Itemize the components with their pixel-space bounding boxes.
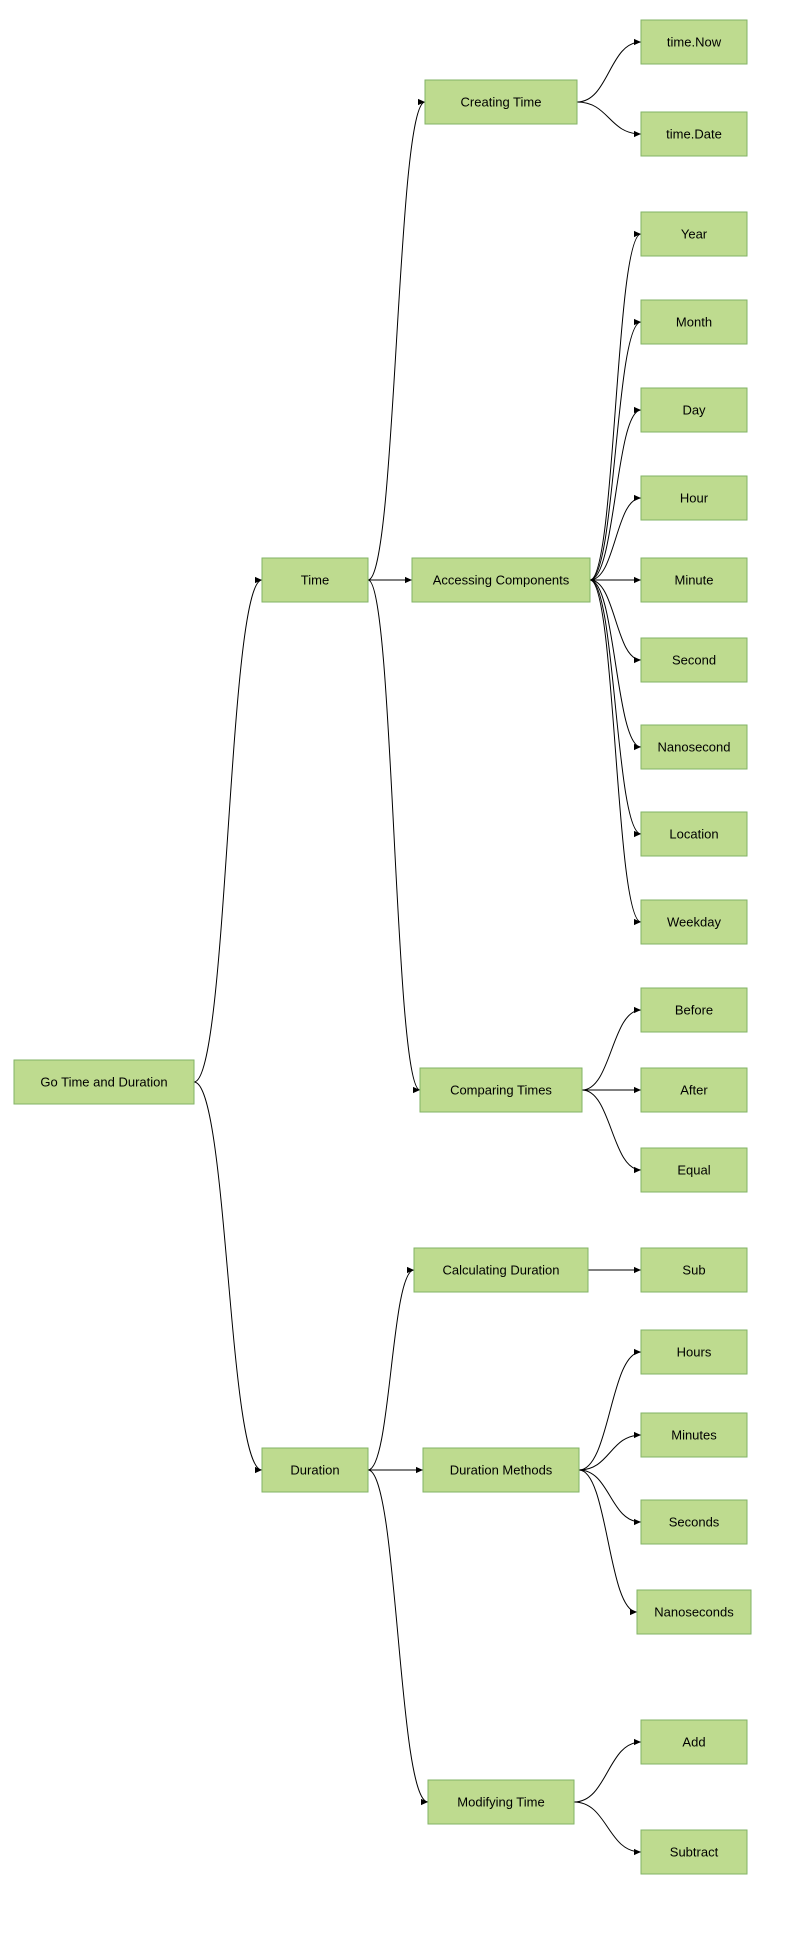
node-year: Year xyxy=(641,212,747,256)
node-label-weekday: Weekday xyxy=(667,914,721,929)
node-calcdur: Calculating Duration xyxy=(414,1248,588,1292)
edges-layer xyxy=(194,42,641,1852)
node-label-modtime: Modifying Time xyxy=(457,1794,544,1809)
node-day: Day xyxy=(641,388,747,432)
edge-durmethods-minutes xyxy=(579,1435,641,1470)
node-durmethods: Duration Methods xyxy=(423,1448,579,1492)
edge-time-creating xyxy=(368,102,425,580)
edge-root-time xyxy=(194,580,262,1082)
node-root: Go Time and Duration xyxy=(14,1060,194,1104)
node-label-accessing: Accessing Components xyxy=(433,572,570,587)
node-hours: Hours xyxy=(641,1330,747,1374)
node-label-duration: Duration xyxy=(290,1462,339,1477)
node-weekday: Weekday xyxy=(641,900,747,944)
node-label-hours: Hours xyxy=(677,1344,712,1359)
edge-durmethods-seconds xyxy=(579,1470,641,1522)
node-label-calcdur: Calculating Duration xyxy=(442,1262,559,1277)
edge-comparing-equal xyxy=(582,1090,641,1170)
node-nanosecond: Nanosecond xyxy=(641,725,747,769)
node-minutes: Minutes xyxy=(641,1413,747,1457)
node-creating: Creating Time xyxy=(425,80,577,124)
node-modtime: Modifying Time xyxy=(428,1780,574,1824)
node-month: Month xyxy=(641,300,747,344)
node-minute: Minute xyxy=(641,558,747,602)
node-nanoseconds: Nanoseconds xyxy=(637,1590,751,1634)
diagram-canvas: Go Time and Duration Time Duration Creating… xyxy=(0,0,800,1937)
edge-duration-calcdur xyxy=(368,1270,414,1470)
node-sub: Sub xyxy=(641,1248,747,1292)
node-before: Before xyxy=(641,988,747,1032)
edge-accessing-day xyxy=(590,410,641,580)
node-now: time.Now xyxy=(641,20,747,64)
node-label-durmethods: Duration Methods xyxy=(450,1462,553,1477)
node-accessing: Accessing Components xyxy=(412,558,590,602)
node-label-time: Time xyxy=(301,572,329,587)
node-label-now: time.Now xyxy=(667,34,722,49)
edge-durmethods-nanoseconds xyxy=(579,1470,637,1612)
node-label-minute: Minute xyxy=(674,572,713,587)
edge-creating-now xyxy=(577,42,641,102)
node-label-date: time.Date xyxy=(666,126,722,141)
node-date: time.Date xyxy=(641,112,747,156)
node-duration: Duration xyxy=(262,1448,368,1492)
node-location: Location xyxy=(641,812,747,856)
edge-creating-date xyxy=(577,102,641,134)
edge-duration-modtime xyxy=(368,1470,428,1802)
node-label-sub: Sub xyxy=(682,1262,705,1277)
node-label-equal: Equal xyxy=(677,1162,710,1177)
node-label-before: Before xyxy=(675,1002,713,1017)
edge-modtime-add xyxy=(574,1742,641,1802)
node-label-seconds: Seconds xyxy=(669,1514,720,1529)
edge-accessing-month xyxy=(590,322,641,580)
node-label-year: Year xyxy=(681,226,708,241)
node-subtract: Subtract xyxy=(641,1830,747,1874)
node-time: Time xyxy=(262,558,368,602)
node-label-nanosecond: Nanosecond xyxy=(658,739,731,754)
node-label-minutes: Minutes xyxy=(671,1427,717,1442)
edge-accessing-location xyxy=(590,580,641,834)
node-label-comparing: Comparing Times xyxy=(450,1082,552,1097)
edge-time-comparing xyxy=(368,580,420,1090)
node-label-hour: Hour xyxy=(680,490,709,505)
edge-accessing-year xyxy=(590,234,641,580)
node-label-add: Add xyxy=(682,1734,705,1749)
edge-comparing-before xyxy=(582,1010,641,1090)
node-after: After xyxy=(641,1068,747,1112)
node-comparing: Comparing Times xyxy=(420,1068,582,1112)
edge-root-duration xyxy=(194,1082,262,1470)
nodes-layer: Go Time and Duration Time Duration Creating… xyxy=(14,20,751,1874)
node-label-location: Location xyxy=(669,826,718,841)
node-label-creating: Creating Time xyxy=(461,94,542,109)
node-second: Second xyxy=(641,638,747,682)
node-add: Add xyxy=(641,1720,747,1764)
node-label-subtract: Subtract xyxy=(670,1844,719,1859)
node-hour: Hour xyxy=(641,476,747,520)
edge-modtime-subtract xyxy=(574,1802,641,1852)
node-label-second: Second xyxy=(672,652,716,667)
node-seconds: Seconds xyxy=(641,1500,747,1544)
edge-accessing-weekday xyxy=(590,580,641,922)
node-equal: Equal xyxy=(641,1148,747,1192)
node-label-nanoseconds: Nanoseconds xyxy=(654,1604,734,1619)
node-label-after: After xyxy=(680,1082,708,1097)
node-label-root: Go Time and Duration xyxy=(40,1074,167,1089)
node-label-day: Day xyxy=(682,402,706,417)
edge-accessing-nanosecond xyxy=(590,580,641,747)
node-label-month: Month xyxy=(676,314,712,329)
